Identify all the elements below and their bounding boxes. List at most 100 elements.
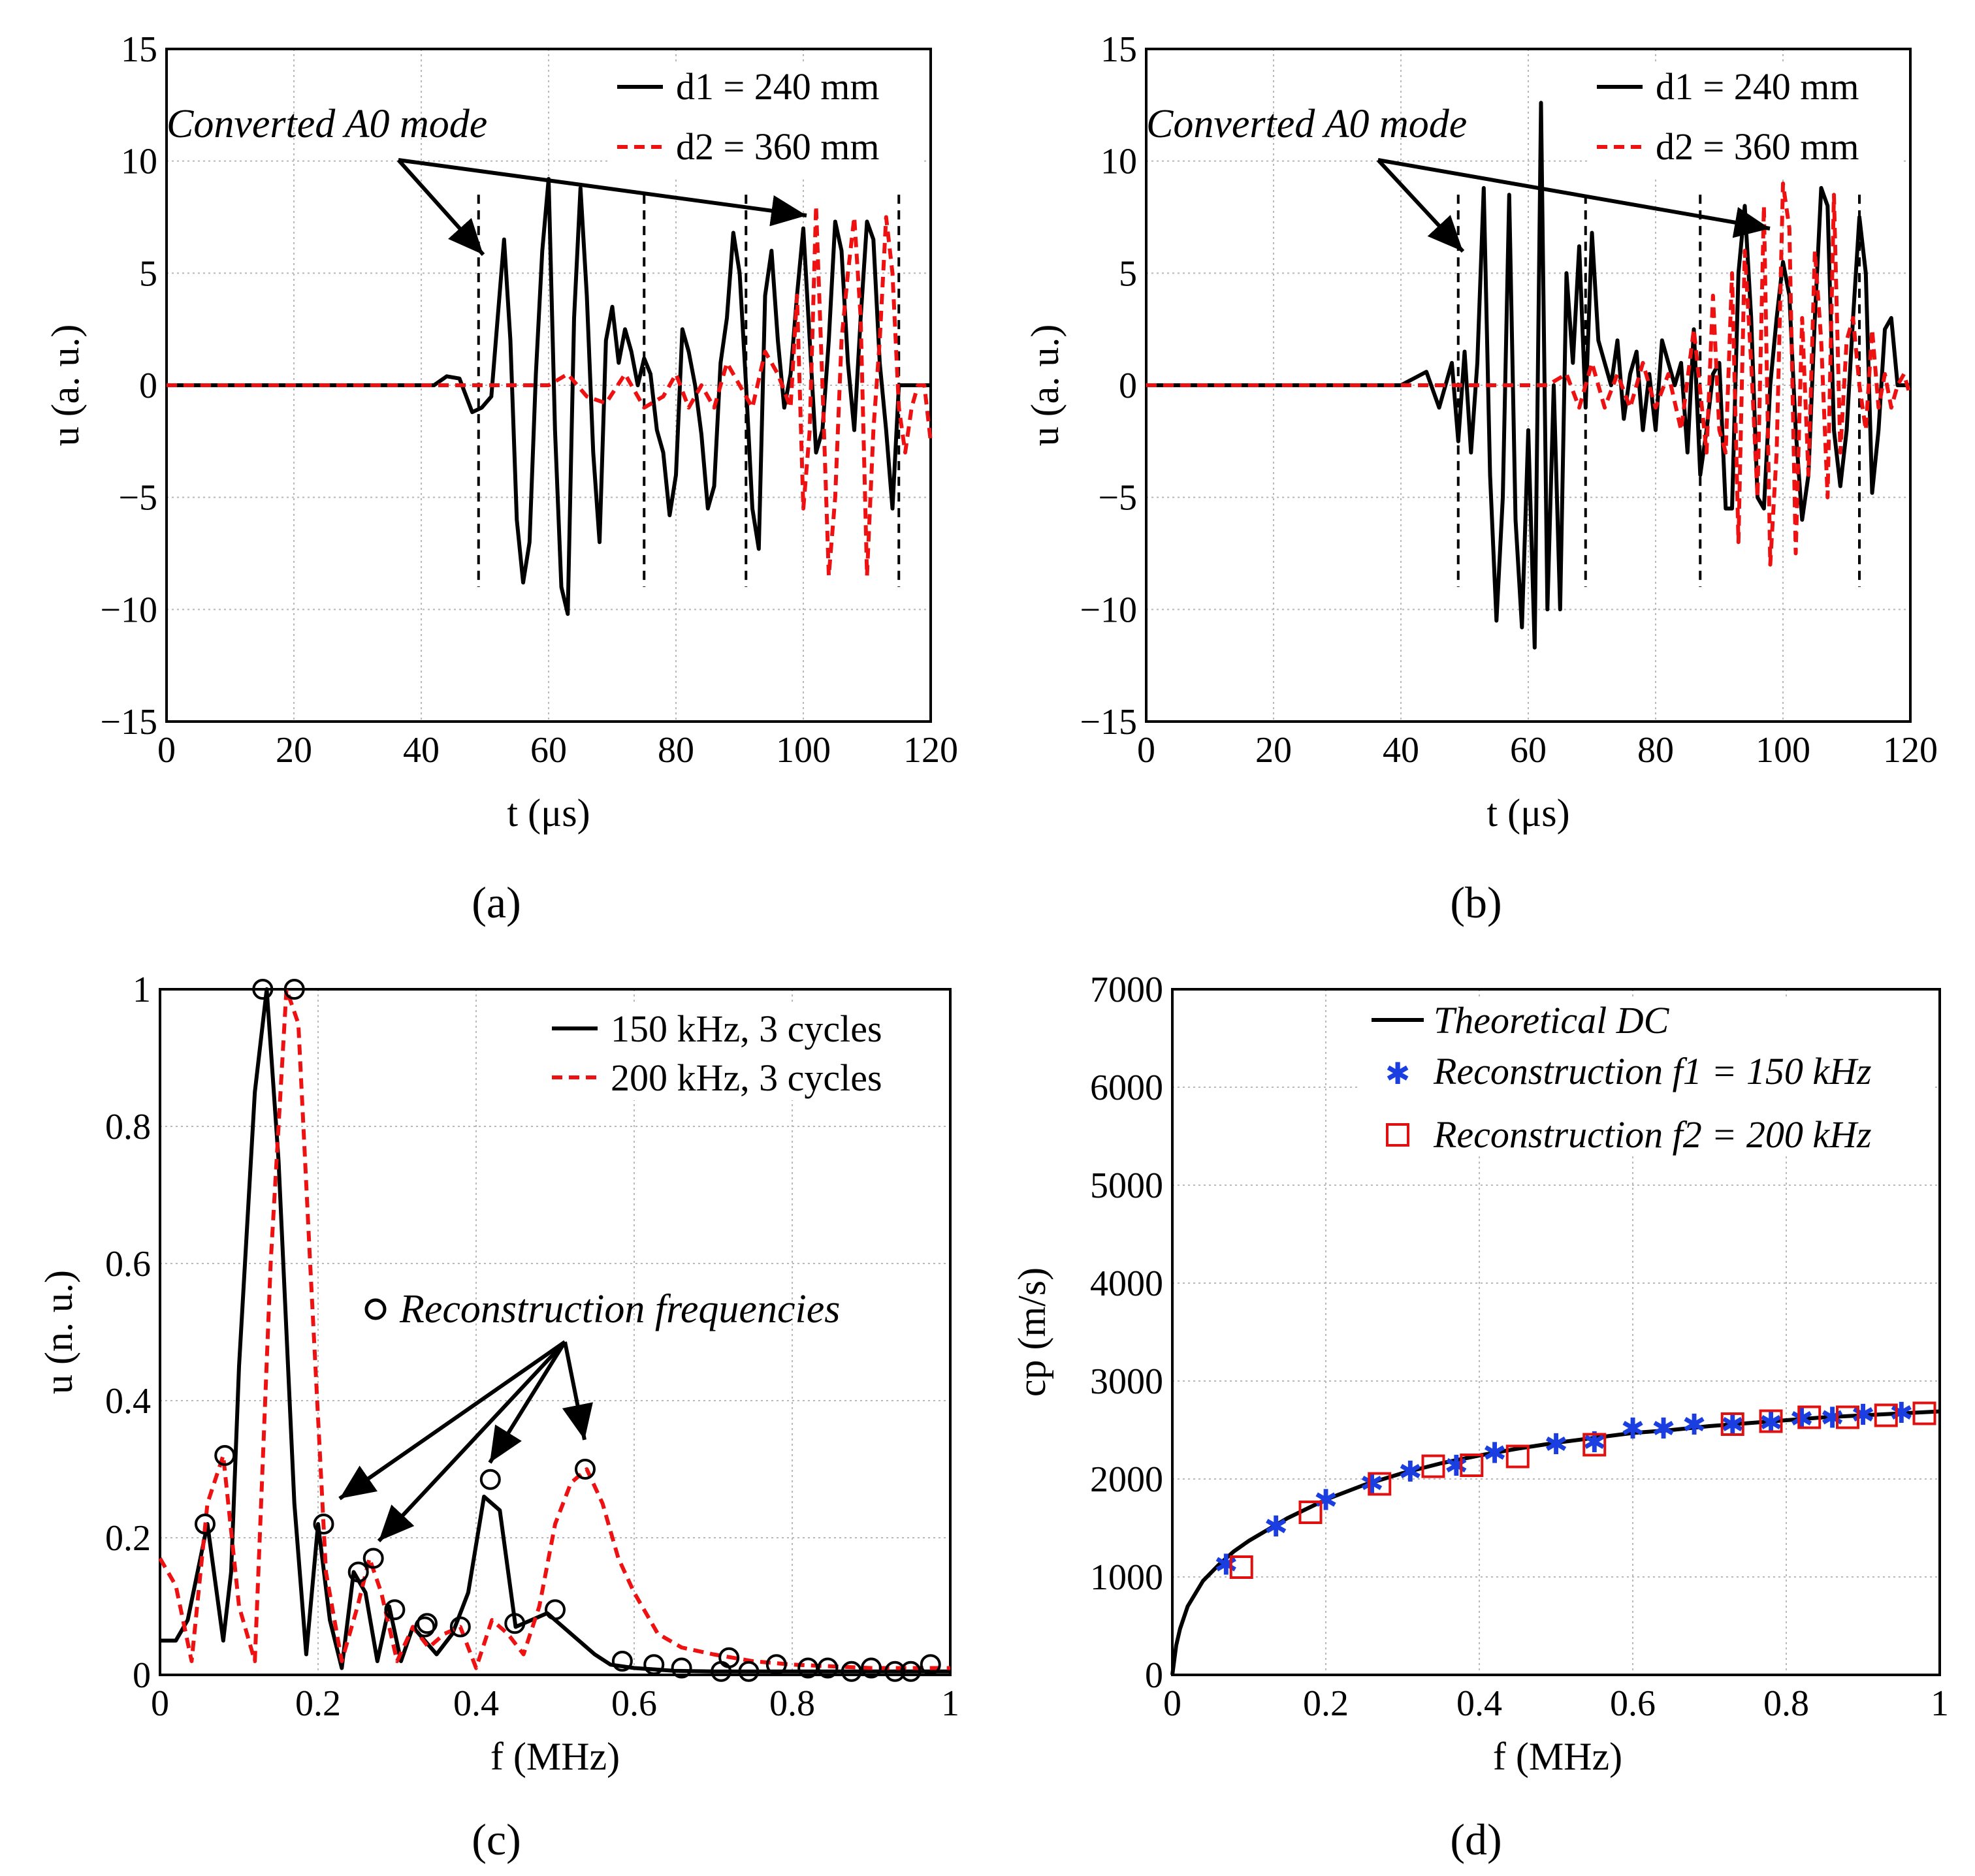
reconstruction-point	[416, 1613, 438, 1634]
y-tick-label: 0	[133, 1655, 151, 1696]
series-line	[167, 204, 933, 578]
x-tick-label: 0.6	[1610, 1683, 1656, 1724]
panel-a-arrow-2	[398, 158, 807, 227]
reconstruction-point	[545, 1599, 566, 1621]
reconstruction-f1-point: ✱	[1264, 1510, 1288, 1544]
y-tick-label: 10	[1100, 142, 1137, 182]
reconstruction-point	[900, 1661, 922, 1682]
panel-b-arrow-2	[1377, 158, 1771, 238]
reconstruction-f2-point	[1720, 1412, 1744, 1436]
x-tick-label: 0.8	[769, 1683, 815, 1724]
reconstruction-f1-point: ✱	[1621, 1412, 1645, 1446]
y-tick-label: 0	[1119, 366, 1137, 406]
series-line	[167, 177, 931, 616]
y-tick-label: −10	[1080, 590, 1137, 630]
panel-a-legend: d1 = 240 mm d2 = 360 mm	[607, 62, 921, 180]
panel-a-ticks: 0 20 40 60 80 100 120 15 10 5 0 −5 −10 −15	[100, 29, 958, 771]
legend-label-150khz: 150 kHz, 3 cycles	[611, 1008, 882, 1050]
y-tick-label: 15	[1100, 29, 1137, 70]
panel-c-ylabel: u (n. u.)	[37, 1270, 80, 1394]
panel-b: 0 20 40 60 80 100 120 15 10 5 0 −5 −10 −15 t (μs) u (…	[1023, 29, 1938, 927]
reconstruction-f1-point: ✱	[1652, 1412, 1676, 1446]
legend-label-f2: Reconstruction f2 = 200 kHz	[1433, 1113, 1872, 1156]
y-tick-label: 3000	[1090, 1361, 1163, 1402]
panel-c-annotation: Reconstruction frequencies	[399, 1287, 840, 1331]
panel-d-series: ✱✱✱ ✱ ✱ ✱ ✱ ✱ ✱ ✱ ✱ ✱ ✱ ✱ ✱ ✱ ✱ ✱	[1170, 1397, 1940, 1676]
panel-c-xlabel: f (MHz)	[490, 1735, 620, 1778]
legend-label-theoretical: Theoretical DC	[1434, 999, 1670, 1041]
reconstruction-f2-point	[1582, 1433, 1607, 1457]
y-tick-label: −15	[100, 702, 157, 742]
panel-a-xlabel: t (μs)	[507, 791, 590, 835]
reconstruction-point	[671, 1657, 692, 1679]
panel-d-frame	[1171, 988, 1941, 1676]
reconstruction-f2-point	[1460, 1454, 1484, 1477]
x-tick-label: 100	[1756, 730, 1810, 771]
panel-d-ylabel: cp (m/s)	[1010, 1267, 1053, 1397]
panel-b-caption: (b)	[1450, 878, 1501, 927]
x-tick-label: 120	[903, 730, 958, 771]
legend-star-marker: ✱	[1385, 1056, 1411, 1091]
y-tick-label: 0.2	[105, 1518, 151, 1559]
reconstruction-point	[574, 1459, 596, 1480]
panel-b-ylabel: u (a. u.)	[1023, 325, 1067, 447]
reconstruction-point	[414, 1616, 436, 1638]
y-tick-label: 1	[133, 970, 151, 1010]
reconstruction-point	[797, 1657, 819, 1679]
x-tick-label: 0	[157, 730, 176, 771]
x-tick-label: 0	[1163, 1683, 1181, 1724]
panel-a-ylabel: u (a. u.)	[44, 325, 87, 447]
panel-c-arrow-2	[377, 1340, 567, 1543]
x-tick-label: 80	[658, 730, 694, 771]
y-tick-label: 0.4	[105, 1381, 151, 1422]
x-tick-label: 0.4	[453, 1683, 499, 1724]
reconstruction-point	[214, 1445, 236, 1466]
y-tick-label: 0.6	[105, 1244, 151, 1284]
series-line	[1146, 101, 1910, 650]
x-tick-label: 0	[151, 1683, 169, 1724]
reconstruction-point	[347, 1561, 369, 1583]
reconstruction-point	[643, 1654, 665, 1676]
y-tick-label: 0	[139, 366, 157, 406]
panel-a-arrow-1	[396, 158, 485, 257]
reconstruction-f2-point	[1421, 1454, 1445, 1478]
reconstruction-point	[611, 1651, 633, 1672]
reconstruction-f1-point: ✱	[1483, 1437, 1507, 1471]
panel-c-arrow-1	[338, 1340, 566, 1501]
reconstruction-f1-point: ✱	[1682, 1408, 1707, 1442]
reconstruction-f2-point	[1298, 1501, 1323, 1524]
panel-a-annotation: Converted A0 mode	[167, 102, 487, 146]
panel-c: 0 0.2 0.4 0.6 0.8 1 1 0.8 0.6 0.4 0.2 0 f (MHz) u (…	[37, 970, 959, 1864]
legend-label-d1: d1 = 240 mm	[676, 65, 879, 108]
reconstruction-f2-point	[1759, 1409, 1783, 1433]
panel-d: 0 0.2 0.4 0.6 0.8 1 7000 6000 5000 4000 3000 2000 10…	[1010, 970, 1949, 1864]
reconstruction-f2-point	[1836, 1405, 1859, 1429]
panel-a-series	[167, 177, 933, 616]
reconstruction-point	[384, 1599, 406, 1621]
x-tick-label: 0.4	[1456, 1683, 1502, 1724]
panel-d-ticks: 0 0.2 0.4 0.6 0.8 1 7000 6000 5000 4000 3000 2000 10…	[1090, 970, 1949, 1724]
reconstruction-point	[817, 1657, 839, 1679]
reconstruction-point	[449, 1616, 471, 1638]
panel-d-grid	[1172, 989, 1940, 1675]
x-tick-label: 40	[1383, 730, 1419, 771]
panel-c-ticks: 0 0.2 0.4 0.6 0.8 1 1 0.8 0.6 0.4 0.2 0	[105, 970, 959, 1724]
y-tick-label: 0.8	[105, 1107, 151, 1147]
y-tick-label: 5	[1119, 253, 1137, 294]
x-tick-label: 100	[776, 730, 831, 771]
x-tick-label: 60	[1510, 730, 1547, 771]
y-tick-label: −15	[1080, 702, 1137, 742]
panel-c-grid	[160, 989, 950, 1675]
panel-d-legend: Theoretical DC ✱ Reconstruction f1 = 150…	[1358, 999, 1933, 1156]
reconstruction-f1-point: ✱	[1544, 1428, 1568, 1461]
y-tick-label: 2000	[1090, 1459, 1163, 1500]
reconstruction-point	[194, 1514, 216, 1534]
y-tick-label: 7000	[1090, 970, 1163, 1010]
panel-c-caption: (c)	[472, 1815, 521, 1864]
panel-b-legend: d1 = 240 mm d2 = 360 mm	[1587, 62, 1901, 180]
panel-c-frame	[159, 988, 952, 1676]
legend-label-d1: d1 = 240 mm	[1656, 65, 1859, 108]
reconstruction-point	[861, 1657, 882, 1679]
reconstruction-point	[920, 1654, 941, 1676]
